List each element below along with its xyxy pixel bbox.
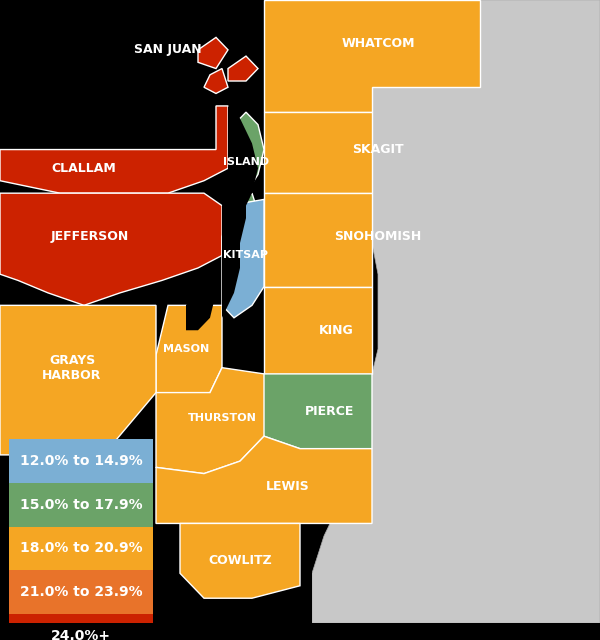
Text: WHATCOM: WHATCOM	[341, 37, 415, 50]
Text: SNOHOMISH: SNOHOMISH	[334, 230, 422, 243]
FancyBboxPatch shape	[9, 439, 153, 483]
Text: LEWIS: LEWIS	[266, 479, 310, 493]
FancyBboxPatch shape	[9, 570, 153, 614]
Text: 12.0% to 14.9%: 12.0% to 14.9%	[20, 454, 142, 468]
Polygon shape	[180, 524, 300, 598]
Text: KITSAP: KITSAP	[223, 250, 269, 260]
Text: THURSTON: THURSTON	[188, 413, 256, 422]
Polygon shape	[222, 200, 264, 318]
Polygon shape	[156, 367, 264, 474]
Polygon shape	[204, 68, 228, 93]
Polygon shape	[228, 112, 264, 193]
Polygon shape	[264, 287, 372, 374]
Text: JEFFERSON: JEFFERSON	[51, 230, 129, 243]
Text: SKAGIT: SKAGIT	[352, 143, 404, 156]
Polygon shape	[186, 280, 216, 330]
Polygon shape	[0, 193, 222, 305]
Polygon shape	[198, 37, 228, 68]
Text: CLALLAM: CLALLAM	[52, 162, 116, 175]
Polygon shape	[228, 374, 372, 449]
Polygon shape	[264, 112, 372, 193]
Text: KING: KING	[319, 324, 353, 337]
Polygon shape	[156, 436, 372, 524]
Text: PIERCE: PIERCE	[305, 404, 355, 418]
Polygon shape	[0, 305, 156, 455]
Polygon shape	[264, 193, 372, 287]
Text: COWLITZ: COWLITZ	[208, 554, 272, 567]
FancyBboxPatch shape	[9, 614, 153, 640]
Polygon shape	[0, 0, 312, 623]
Text: 15.0% to 17.9%: 15.0% to 17.9%	[20, 498, 142, 512]
Text: GRAYS
HARBOR: GRAYS HARBOR	[43, 354, 101, 381]
Polygon shape	[0, 106, 228, 193]
FancyBboxPatch shape	[9, 527, 153, 570]
Polygon shape	[312, 0, 600, 623]
Text: MASON: MASON	[163, 344, 209, 354]
Text: 21.0% to 23.9%: 21.0% to 23.9%	[20, 585, 142, 599]
Text: 18.0% to 20.9%: 18.0% to 20.9%	[20, 541, 142, 556]
Polygon shape	[234, 193, 258, 225]
Polygon shape	[12, 467, 66, 492]
Polygon shape	[228, 56, 258, 81]
Text: 24.0%+: 24.0%+	[51, 628, 111, 640]
Polygon shape	[264, 0, 480, 112]
FancyBboxPatch shape	[9, 483, 153, 527]
Text: ISLAND: ISLAND	[223, 157, 269, 167]
Polygon shape	[156, 305, 222, 405]
Text: SAN JUAN: SAN JUAN	[134, 44, 202, 56]
Polygon shape	[222, 106, 258, 318]
